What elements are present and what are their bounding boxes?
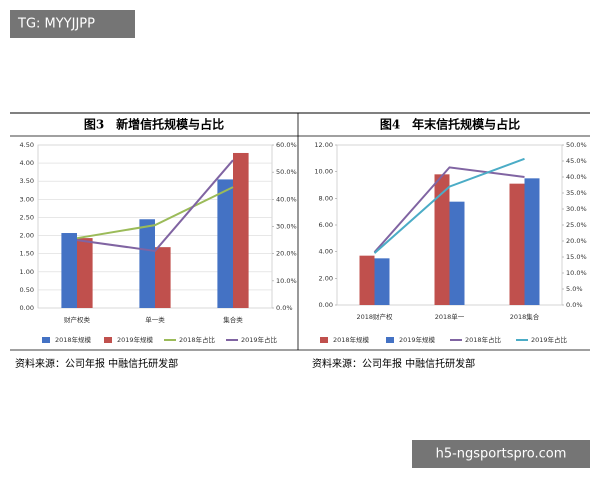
bar (233, 152, 249, 308)
legend-label: 2018年占比 (465, 335, 502, 344)
y2-tick-label: 50.0% (566, 141, 587, 149)
legend-label: 2019年规模 (399, 335, 436, 344)
bar (77, 238, 93, 308)
y-tick-label: 1.50 (20, 250, 34, 258)
y2-tick-label: 30.0% (276, 223, 297, 231)
y-tick-label: 10.00 (314, 168, 333, 176)
bar (449, 201, 465, 305)
x-tick-label: 单一类 (145, 315, 165, 324)
legend-label: 2018年规模 (333, 335, 370, 344)
x-tick-label: 2018集合 (510, 312, 540, 321)
y-tick-label: 8.00 (319, 194, 333, 202)
y-tick-label: 0.00 (319, 301, 333, 309)
source-note: 资料来源：公司年报 中融信托研发部 (312, 357, 475, 370)
y2-tick-label: 0.0% (276, 304, 293, 312)
bar (359, 255, 375, 305)
y2-tick-label: 25.0% (566, 221, 587, 229)
y-tick-label: 2.00 (20, 232, 34, 240)
y-tick-label: 6.00 (319, 221, 333, 229)
legend-swatch (386, 337, 394, 343)
y-tick-label: 4.00 (20, 159, 34, 167)
y-tick-label: 4.00 (319, 248, 333, 256)
bar (155, 247, 171, 308)
line-series (76, 186, 234, 240)
legend-label: 2019年占比 (241, 335, 278, 344)
legend-swatch (104, 337, 112, 343)
legend-label: 2019年规模 (117, 335, 154, 344)
x-tick-label: 集合类 (223, 315, 243, 324)
line-series (76, 159, 234, 253)
legend-swatch (320, 337, 328, 343)
y-tick-label: 3.00 (20, 195, 34, 203)
y2-tick-label: 10.0% (276, 277, 297, 285)
y-tick-label: 0.00 (20, 304, 34, 312)
x-tick-label: 2018财产权 (356, 312, 393, 321)
legend-label: 2018年占比 (179, 335, 216, 344)
y2-tick-label: 30.0% (566, 205, 587, 213)
y2-tick-label: 50.0% (276, 168, 297, 176)
bar (139, 219, 155, 308)
watermark-box (10, 10, 135, 38)
y2-tick-label: 5.0% (566, 285, 583, 293)
y-tick-label: 3.50 (20, 177, 34, 185)
y-tick-label: 4.50 (20, 141, 34, 149)
x-tick-label: 财产权类 (64, 315, 91, 324)
y-tick-label: 1.00 (20, 268, 34, 276)
bar (509, 183, 525, 305)
source-note: 资料来源：公司年报 中融信托研发部 (15, 357, 178, 370)
bar (217, 179, 233, 308)
y-tick-label: 2.00 (319, 274, 333, 282)
watermark-box (412, 440, 590, 468)
watermark-text: TG: MYYJJPP (17, 17, 95, 32)
legend-label: 2018年规模 (55, 335, 92, 344)
y2-tick-label: 10.0% (566, 269, 587, 277)
y2-tick-label: 40.0% (566, 173, 587, 181)
y-tick-label: 12.00 (314, 141, 333, 149)
y2-tick-label: 45.0% (566, 157, 587, 165)
y-tick-label: 2.50 (20, 213, 34, 221)
chart-title: 图4 年末信托规模与占比 (380, 117, 520, 132)
legend-swatch (42, 337, 50, 343)
y2-tick-label: 40.0% (276, 195, 297, 203)
y2-tick-label: 0.0% (566, 301, 583, 309)
bar (524, 178, 540, 305)
y2-tick-label: 20.0% (566, 237, 587, 245)
y2-tick-label: 15.0% (566, 253, 587, 261)
y2-tick-label: 35.0% (566, 189, 587, 197)
legend-label: 2019年占比 (531, 335, 568, 344)
bar (374, 258, 390, 305)
line-series (373, 166, 525, 253)
y2-tick-label: 20.0% (276, 250, 297, 258)
y-tick-label: 0.50 (20, 286, 34, 294)
watermark-text: h5-ngsportspro.com (436, 447, 567, 462)
y2-tick-label: 60.0% (276, 141, 297, 149)
line-series (373, 157, 525, 254)
bar (61, 233, 77, 308)
x-tick-label: 2018单一 (435, 312, 465, 321)
bar (434, 174, 450, 305)
chart-title: 图3 新增信托规模与占比 (84, 117, 224, 132)
